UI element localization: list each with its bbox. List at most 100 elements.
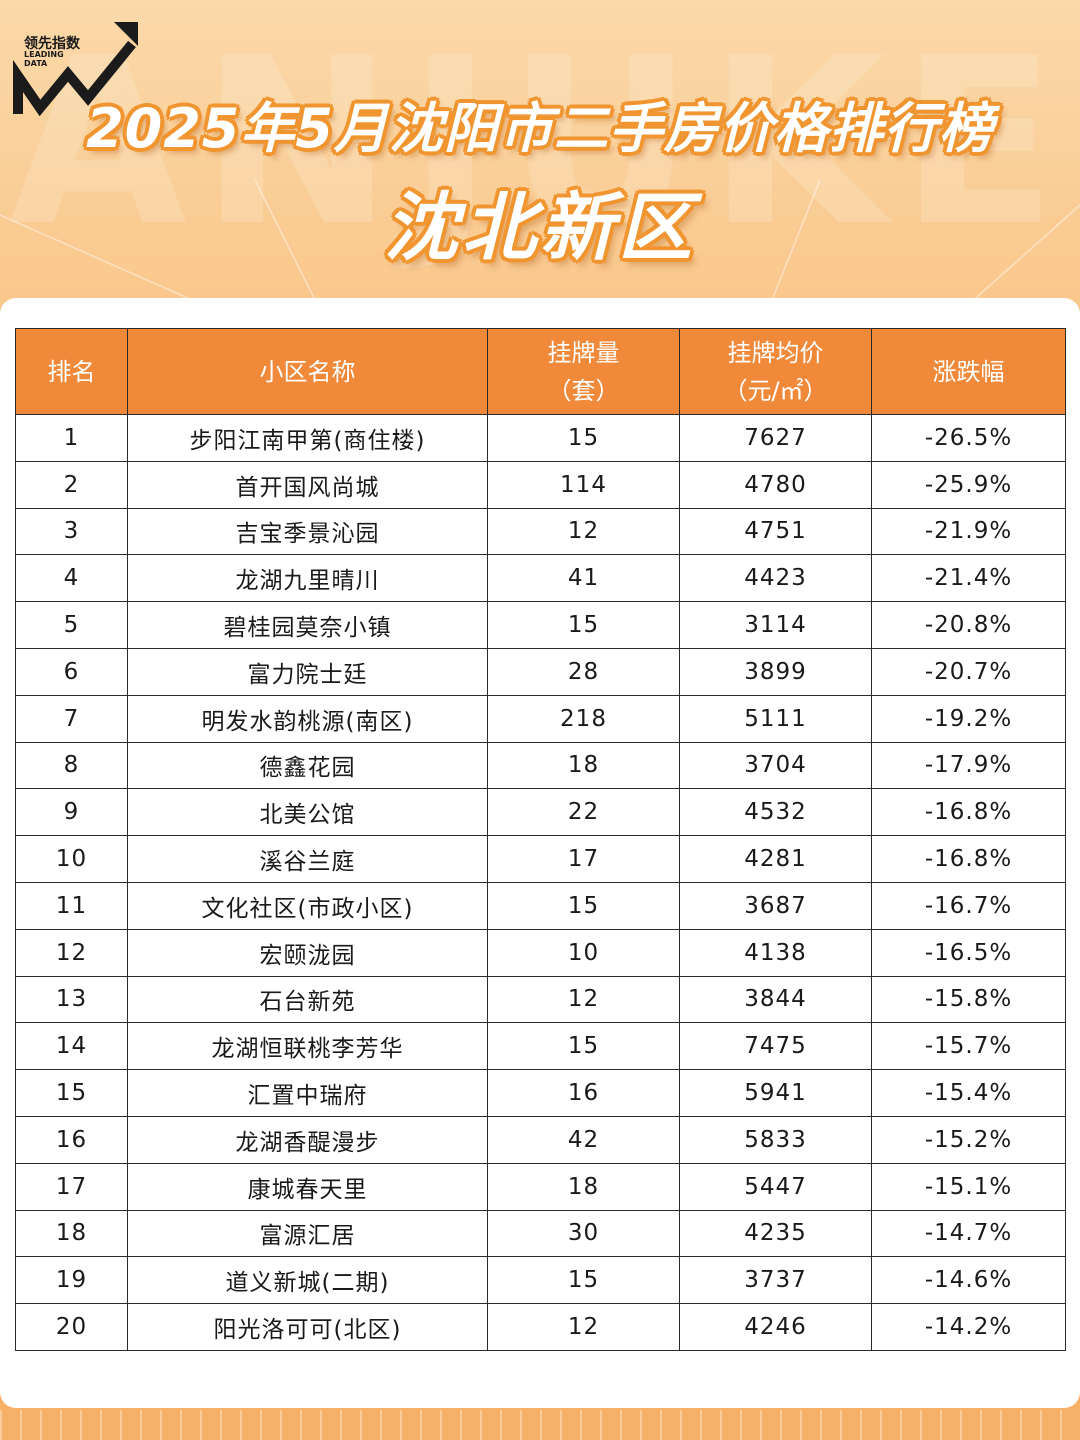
table-row: 3 吉宝季景沁园 12 4751 -21.9% bbox=[15, 507, 1066, 556]
cell-count: 15 bbox=[487, 414, 680, 462]
cell-count: 42 bbox=[487, 1115, 680, 1164]
cell-name: 明发水韵桃源(南区) bbox=[127, 694, 488, 743]
table-row: 18 富源汇居 30 4235 -14.7% bbox=[15, 1209, 1066, 1258]
cell-rank: 20 bbox=[15, 1303, 128, 1351]
cell-rank: 2 bbox=[15, 460, 128, 509]
cell-name: 富源汇居 bbox=[127, 1209, 488, 1258]
cell-change: -20.8% bbox=[871, 601, 1066, 649]
cell-count: 218 bbox=[487, 694, 680, 743]
table-row: 7 明发水韵桃源(南区) 218 5111 -19.2% bbox=[15, 694, 1066, 743]
header-name: 小区名称 bbox=[127, 328, 488, 415]
cell-name: 龙湖九里晴川 bbox=[127, 554, 488, 603]
table-row: 15 汇置中瑞府 16 5941 -15.4% bbox=[15, 1069, 1066, 1117]
cell-count: 18 bbox=[487, 741, 680, 790]
cell-change: -14.6% bbox=[871, 1256, 1066, 1305]
header-count-line1: 挂牌量 bbox=[547, 338, 620, 367]
table-row: 9 北美公馆 22 4532 -16.8% bbox=[15, 788, 1066, 837]
cell-rank: 13 bbox=[15, 975, 128, 1024]
ranking-table: 排名 小区名称 挂牌量 （套） 挂牌均价 （元/㎡） 涨跌幅 1 步阳江南甲第(商… bbox=[15, 328, 1066, 1351]
logo-cn: 领先指数 bbox=[24, 36, 80, 52]
cell-change: -26.5% bbox=[871, 414, 1066, 462]
header-rank: 排名 bbox=[15, 328, 128, 415]
cell-price: 4281 bbox=[679, 835, 872, 883]
cell-count: 18 bbox=[487, 1162, 680, 1211]
cell-change: -16.7% bbox=[871, 881, 1066, 930]
table-row: 2 首开国风尚城 114 4780 -25.9% bbox=[15, 460, 1066, 509]
cell-change: -15.2% bbox=[871, 1115, 1066, 1164]
cell-price: 4751 bbox=[679, 507, 872, 556]
cell-rank: 6 bbox=[15, 647, 128, 696]
cell-price: 4780 bbox=[679, 460, 872, 509]
table-row: 14 龙湖恒联桃李芳华 15 7475 -15.7% bbox=[15, 1022, 1066, 1071]
leading-data-logo: 领先指数 LEADING DATA bbox=[10, 16, 140, 121]
table-row: 11 文化社区(市政小区) 15 3687 -16.7% bbox=[15, 881, 1066, 930]
cell-name: 龙湖恒联桃李芳华 bbox=[127, 1022, 488, 1071]
table-header-row: 排名 小区名称 挂牌量 （套） 挂牌均价 （元/㎡） 涨跌幅 bbox=[15, 328, 1066, 415]
cell-rank: 18 bbox=[15, 1209, 128, 1258]
trend-arrow-icon bbox=[13, 22, 138, 117]
cell-name: 碧桂园莫奈小镇 bbox=[127, 601, 488, 649]
header-price-line2: （元/㎡） bbox=[723, 376, 828, 405]
table-row: 6 富力院士廷 28 3899 -20.7% bbox=[15, 647, 1066, 696]
cell-price: 4246 bbox=[679, 1303, 872, 1351]
cell-price: 5111 bbox=[679, 694, 872, 743]
cell-count: 15 bbox=[487, 1022, 680, 1071]
header-change: 涨跌幅 bbox=[871, 328, 1066, 415]
logo-en-1: LEADING bbox=[24, 50, 64, 59]
cell-change: -20.7% bbox=[871, 647, 1066, 696]
cell-count: 22 bbox=[487, 788, 680, 837]
cell-count: 12 bbox=[487, 1303, 680, 1351]
cell-name: 吉宝季景沁园 bbox=[127, 507, 488, 556]
cell-name: 德鑫花园 bbox=[127, 741, 488, 790]
cell-name: 溪谷兰庭 bbox=[127, 835, 488, 883]
cell-price: 3687 bbox=[679, 881, 872, 930]
cell-rank: 19 bbox=[15, 1256, 128, 1305]
cell-change: -21.9% bbox=[871, 507, 1066, 556]
page-title: 2025年5月沈阳市二手房价格排行榜 bbox=[86, 97, 994, 160]
cell-price: 4138 bbox=[679, 928, 872, 977]
cell-rank: 10 bbox=[15, 835, 128, 883]
cell-count: 16 bbox=[487, 1069, 680, 1117]
table-row: 10 溪谷兰庭 17 4281 -16.8% bbox=[15, 835, 1066, 883]
table-row: 20 阳光洛可可(北区) 12 4246 -14.2% bbox=[15, 1303, 1066, 1351]
logo-text: 领先指数 LEADING DATA bbox=[24, 36, 80, 68]
table-row: 5 碧桂园莫奈小镇 15 3114 -20.8% bbox=[15, 601, 1066, 649]
cell-change: -15.1% bbox=[871, 1162, 1066, 1211]
header-price: 挂牌均价 （元/㎡） bbox=[679, 328, 872, 415]
page-subtitle: 沈北新区 bbox=[384, 185, 696, 271]
cell-price: 7475 bbox=[679, 1022, 872, 1071]
table-row: 1 步阳江南甲第(商住楼) 15 7627 -26.5% bbox=[15, 414, 1066, 462]
table-row: 13 石台新苑 12 3844 -15.8% bbox=[15, 975, 1066, 1024]
table-row: 4 龙湖九里晴川 41 4423 -21.4% bbox=[15, 554, 1066, 603]
table-row: 8 德鑫花园 18 3704 -17.9% bbox=[15, 741, 1066, 790]
cell-name: 道义新城(二期) bbox=[127, 1256, 488, 1305]
cell-name: 龙湖香醍漫步 bbox=[127, 1115, 488, 1164]
cell-rank: 9 bbox=[15, 788, 128, 837]
cell-rank: 1 bbox=[15, 414, 128, 462]
cell-count: 15 bbox=[487, 601, 680, 649]
cell-price: 3737 bbox=[679, 1256, 872, 1305]
cell-change: -15.7% bbox=[871, 1022, 1066, 1071]
cell-name: 阳光洛可可(北区) bbox=[127, 1303, 488, 1351]
cell-count: 12 bbox=[487, 975, 680, 1024]
cell-price: 5833 bbox=[679, 1115, 872, 1164]
cell-rank: 17 bbox=[15, 1162, 128, 1211]
table-body: 1 步阳江南甲第(商住楼) 15 7627 -26.5% 2 首开国风尚城 114 4780 -2… bbox=[15, 414, 1066, 1351]
cell-count: 10 bbox=[487, 928, 680, 977]
cell-price: 3899 bbox=[679, 647, 872, 696]
cell-price: 3114 bbox=[679, 601, 872, 649]
cell-change: -25.9% bbox=[871, 460, 1066, 509]
footer-decoration bbox=[0, 1410, 1080, 1440]
cell-price: 7627 bbox=[679, 414, 872, 462]
cell-price: 4235 bbox=[679, 1209, 872, 1258]
table-row: 17 康城春天里 18 5447 -15.1% bbox=[15, 1162, 1066, 1211]
cell-name: 汇置中瑞府 bbox=[127, 1069, 488, 1117]
cell-rank: 16 bbox=[15, 1115, 128, 1164]
cell-change: -16.8% bbox=[871, 788, 1066, 837]
header-count-line2: （套） bbox=[547, 376, 620, 405]
cell-change: -16.8% bbox=[871, 835, 1066, 883]
cell-rank: 14 bbox=[15, 1022, 128, 1071]
cell-rank: 7 bbox=[15, 694, 128, 743]
header-price-line1: 挂牌均价 bbox=[727, 338, 824, 367]
cell-rank: 12 bbox=[15, 928, 128, 977]
